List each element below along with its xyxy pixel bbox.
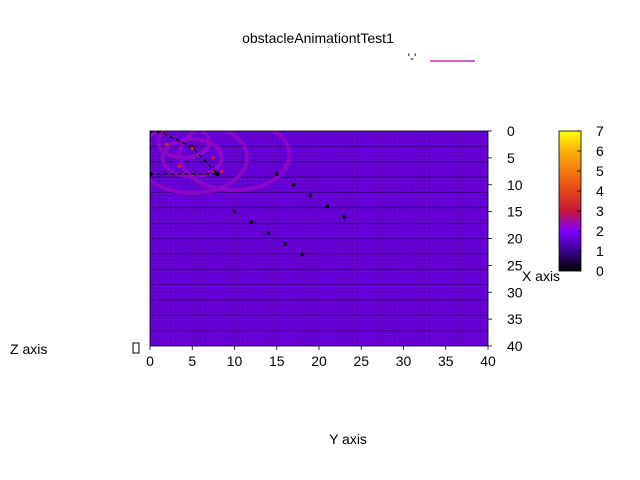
- black-point: [342, 215, 346, 219]
- heatmap-overlay: [150, 131, 346, 257]
- x-tick-label: 0: [146, 353, 154, 369]
- colorbar-bar: [558, 130, 582, 272]
- y-tick-label: 35: [507, 311, 523, 327]
- colorbar-tick-label: 4: [596, 183, 604, 199]
- x-tick-label: 20: [311, 353, 327, 369]
- obstacle-vertex: [150, 131, 153, 134]
- y-tick-label: 5: [507, 150, 515, 166]
- obstacle-vertex: [215, 171, 220, 177]
- black-point: [292, 183, 296, 187]
- colorbar-tick-label: 3: [596, 203, 604, 219]
- colorbar-tick-label: 0: [596, 263, 604, 279]
- obstacle-vertex: [156, 131, 161, 134]
- x-tick-label: 30: [396, 353, 412, 369]
- wave-ring: [177, 131, 292, 193]
- black-point: [308, 193, 313, 198]
- x-tick-label: 10: [227, 353, 243, 369]
- y-tick-label: 0: [507, 123, 515, 139]
- colorbar-tick-label: 7: [596, 123, 604, 139]
- heatmap-area: [149, 130, 489, 347]
- x-tick-label: 5: [188, 353, 196, 369]
- black-point: [283, 242, 287, 246]
- colorbar-tick-label: 6: [596, 143, 604, 159]
- chart-title: obstacleAnimationtTest1: [242, 30, 394, 46]
- colorbar-tick-label: 2: [596, 223, 604, 239]
- legend-key-label: '-': [408, 51, 417, 65]
- y-tick-label: 15: [507, 204, 523, 220]
- y-tick-label: 20: [507, 231, 523, 247]
- plot-axes: 0 5 10 15 20 25 30 35 40 0 5 10 15 20 25 30 35 40: [146, 123, 523, 369]
- black-point: [275, 172, 279, 176]
- wave-ring: [156, 131, 212, 160]
- y-axis-label: X axis: [522, 268, 560, 284]
- black-point: [325, 204, 330, 208]
- y-tick-label: 30: [507, 284, 523, 300]
- obstacle-vertex: [150, 171, 153, 177]
- x-axis-label: Y axis: [329, 431, 367, 447]
- obstacle-outline: [150, 131, 220, 175]
- x-tick-label: 25: [353, 353, 369, 369]
- y-tick-label: 25: [507, 257, 523, 273]
- x-tick-label: 15: [269, 353, 285, 369]
- red-point: [190, 146, 194, 150]
- z-axis-label: Z axis: [10, 341, 47, 357]
- wave-ring: [150, 131, 250, 195]
- x-tick-label: 40: [480, 353, 496, 369]
- black-point: [266, 231, 270, 235]
- colorbar-tick-label: 5: [596, 163, 604, 179]
- black-point: [249, 220, 253, 224]
- red-point: [177, 164, 182, 168]
- z-axis-marker: [132, 342, 140, 354]
- colorbar: 0 1 2 3 4 5 6 7: [558, 123, 604, 279]
- y-tick-label: 40: [507, 338, 523, 354]
- colorbar-tick-label: 1: [596, 243, 604, 259]
- red-point: [211, 156, 215, 160]
- y-tick-label: 10: [507, 177, 523, 193]
- black-point: [232, 210, 237, 214]
- black-point: [300, 253, 304, 257]
- red-point: [165, 142, 169, 147]
- x-tick-label: 35: [438, 353, 454, 369]
- overlay-group: [150, 131, 346, 257]
- red-point: [220, 169, 224, 173]
